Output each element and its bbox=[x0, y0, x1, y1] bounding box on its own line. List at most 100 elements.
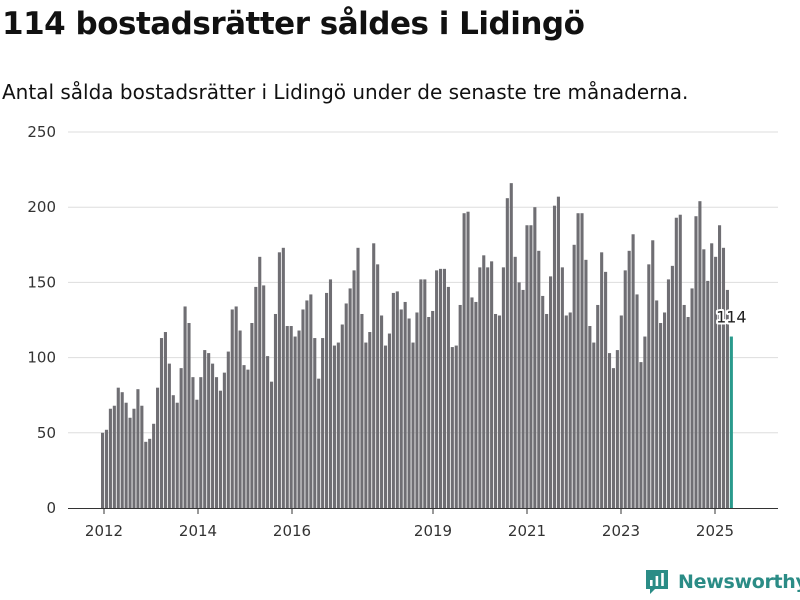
bar bbox=[682, 304, 686, 508]
bar bbox=[438, 268, 443, 508]
bar bbox=[211, 363, 215, 508]
bar bbox=[156, 387, 160, 508]
bar bbox=[545, 313, 549, 508]
bar bbox=[128, 417, 132, 508]
bar bbox=[533, 207, 537, 508]
bar bbox=[332, 345, 336, 508]
bar bbox=[395, 291, 399, 508]
bar bbox=[450, 347, 454, 508]
bar bbox=[336, 342, 340, 508]
bar bbox=[246, 369, 250, 508]
x-tick-label: 2023 bbox=[602, 522, 640, 540]
bar bbox=[112, 405, 116, 508]
bar bbox=[442, 268, 447, 508]
y-tick-label: 200 bbox=[27, 198, 56, 216]
bar bbox=[458, 304, 462, 508]
bar bbox=[179, 368, 183, 508]
bar bbox=[175, 402, 179, 508]
bar bbox=[108, 408, 112, 508]
bar bbox=[690, 288, 694, 508]
bar bbox=[376, 264, 380, 508]
bar bbox=[238, 330, 242, 508]
bar bbox=[364, 342, 368, 508]
bar bbox=[572, 244, 576, 509]
bar bbox=[627, 250, 631, 508]
bar bbox=[285, 326, 289, 508]
bar bbox=[356, 247, 360, 508]
bar bbox=[431, 310, 435, 508]
bar bbox=[647, 264, 651, 508]
bar bbox=[674, 217, 678, 509]
bar bbox=[269, 381, 274, 508]
chart-subtitle: Antal sålda bostadsrätter i Lidingö unde… bbox=[2, 80, 689, 104]
bar bbox=[549, 276, 553, 508]
bar bbox=[505, 198, 509, 508]
bar bbox=[686, 316, 690, 508]
bar bbox=[529, 225, 533, 508]
bar bbox=[183, 306, 187, 508]
bar bbox=[203, 350, 207, 508]
bar bbox=[580, 213, 584, 508]
bar bbox=[399, 309, 403, 508]
bar bbox=[148, 438, 152, 508]
bar bbox=[340, 324, 344, 508]
y-tick-label: 150 bbox=[27, 273, 56, 291]
bar bbox=[195, 399, 199, 508]
bar bbox=[670, 265, 674, 508]
bar bbox=[501, 267, 505, 508]
bar bbox=[576, 213, 580, 508]
bar bbox=[214, 377, 219, 508]
bar bbox=[462, 213, 466, 508]
bar bbox=[694, 216, 698, 508]
newsworthy-logo: Newsworthy bbox=[645, 569, 800, 595]
bar bbox=[588, 326, 592, 508]
bar bbox=[218, 390, 222, 508]
bar bbox=[293, 336, 297, 508]
bar bbox=[537, 250, 541, 508]
bar bbox=[289, 326, 293, 508]
bar bbox=[666, 279, 671, 508]
bar bbox=[446, 286, 450, 508]
bar bbox=[309, 294, 313, 508]
bar bbox=[305, 300, 309, 508]
bar bbox=[615, 350, 619, 508]
x-tick-label: 2012 bbox=[85, 522, 123, 540]
bar bbox=[159, 338, 164, 508]
bar bbox=[380, 315, 384, 508]
bar bbox=[419, 279, 423, 508]
bar bbox=[101, 432, 105, 508]
bar bbox=[659, 323, 663, 508]
bar bbox=[325, 292, 329, 508]
bar bbox=[494, 313, 498, 508]
bar bbox=[297, 330, 301, 508]
bar bbox=[517, 282, 521, 508]
bar bbox=[619, 315, 623, 508]
x-tick-label: 2016 bbox=[273, 522, 311, 540]
bar-highlight bbox=[729, 336, 733, 508]
bar bbox=[474, 301, 478, 508]
y-tick-label: 250 bbox=[27, 123, 56, 141]
x-tick-label: 2014 bbox=[179, 522, 217, 540]
bar bbox=[254, 286, 258, 508]
bar bbox=[226, 351, 230, 508]
bar bbox=[207, 353, 211, 508]
bar bbox=[639, 362, 643, 508]
bar bbox=[415, 312, 419, 508]
bar bbox=[266, 356, 270, 508]
bar bbox=[411, 342, 415, 508]
newsworthy-logo-icon bbox=[646, 570, 668, 594]
bar bbox=[387, 333, 391, 508]
bar bbox=[328, 279, 333, 508]
bar bbox=[167, 363, 171, 508]
bar bbox=[718, 225, 722, 508]
bar bbox=[321, 338, 325, 508]
bar bbox=[721, 247, 726, 508]
bar bbox=[277, 252, 281, 508]
bar bbox=[348, 288, 352, 508]
bar bbox=[623, 270, 627, 508]
bar bbox=[478, 267, 482, 508]
y-tick-label: 50 bbox=[37, 424, 56, 442]
bar bbox=[706, 280, 710, 508]
bar bbox=[552, 205, 557, 508]
